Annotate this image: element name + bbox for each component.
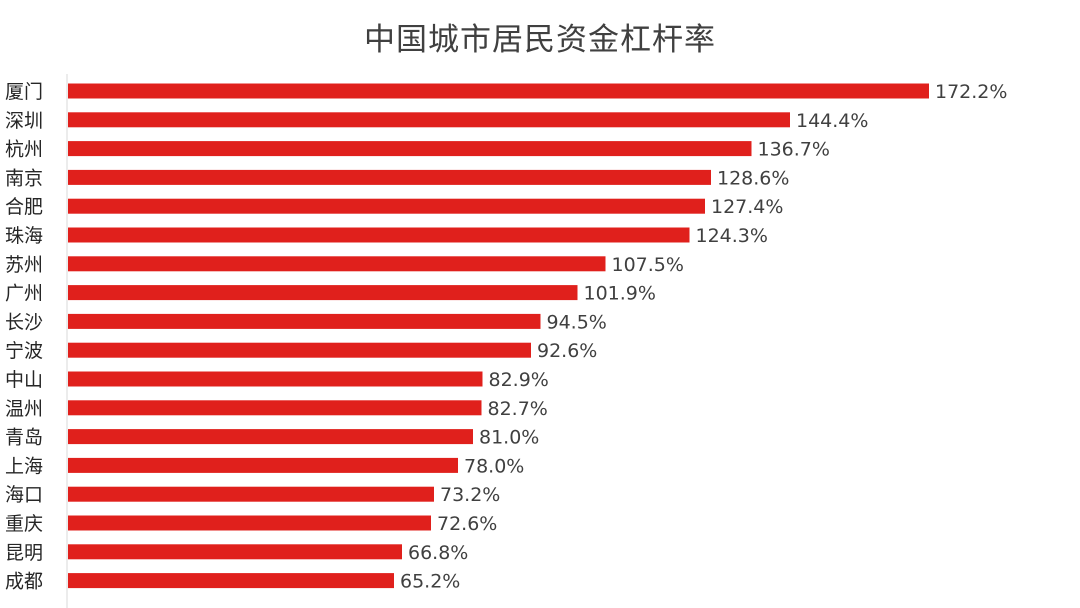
category-label: 海口 [5,484,43,506]
bar [68,515,431,531]
bar [68,198,705,214]
category-label: 南京 [5,167,43,189]
data-label: 101.9% [584,283,656,305]
category-label: 合肥 [5,196,43,218]
data-label: 144.4% [796,110,868,132]
bar [68,83,929,99]
category-label: 宁波 [5,340,43,362]
category-label: 长沙 [5,311,43,333]
category-label: 广州 [5,283,43,305]
bar [68,112,790,128]
data-label: 81.0% [479,427,539,449]
bar [68,457,458,473]
data-label: 72.6% [437,513,497,535]
bar [68,285,578,301]
bar [68,486,434,502]
category-label: 厦门 [5,81,43,103]
category-label: 珠海 [5,225,43,247]
category-label: 中山 [5,369,43,391]
category-label: 苏州 [5,254,43,276]
data-label: 136.7% [758,139,830,161]
data-label: 82.9% [489,369,549,391]
category-label: 温州 [5,398,43,420]
bar [68,227,690,243]
category-label: 青岛 [5,427,43,449]
data-label: 128.6% [717,167,789,189]
bar [68,313,541,329]
category-label: 昆明 [5,542,43,564]
data-label: 65.2% [400,571,460,593]
data-label: 107.5% [612,254,684,276]
data-label: 172.2% [935,81,1007,103]
bar [68,371,483,387]
data-label: 92.6% [537,340,597,362]
category-label: 上海 [5,455,43,477]
category-label: 重庆 [5,513,43,535]
data-label: 78.0% [464,455,524,477]
bar [68,544,402,560]
category-label: 杭州 [5,139,43,161]
bar [68,573,394,589]
bar [68,256,606,272]
data-label: 127.4% [711,196,783,218]
category-label: 成都 [5,571,43,593]
data-label: 82.7% [488,398,548,420]
data-label: 94.5% [547,311,607,333]
category-label: 深圳 [5,110,43,132]
bar [68,342,531,358]
data-label: 66.8% [408,542,468,564]
data-label: 124.3% [696,225,768,247]
data-label: 73.2% [440,484,500,506]
bar [68,429,473,445]
bar [68,169,711,185]
bar [68,141,752,157]
chart-title: 中国城市居民资金杠杆率 [364,22,716,58]
bar [68,400,482,416]
